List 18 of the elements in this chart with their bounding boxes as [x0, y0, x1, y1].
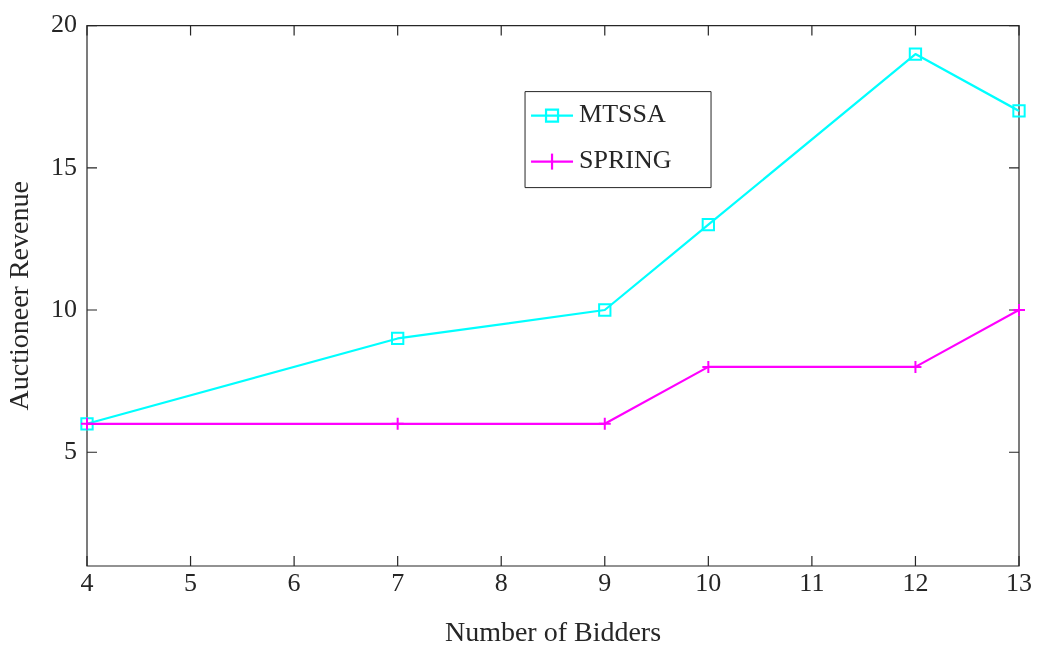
x-tick-label: 9	[598, 568, 612, 598]
legend-label: MTSSA	[579, 99, 666, 129]
y-tick-label: 5	[64, 436, 77, 466]
y-axis-title: Auctioneer Revenue	[3, 181, 35, 411]
x-tick-label: 5	[184, 568, 198, 598]
x-tick-label: 10	[695, 568, 722, 598]
x-tick-label: 8	[494, 568, 508, 598]
legend-label: SPRING	[579, 145, 672, 175]
x-tick-label: 4	[80, 568, 94, 598]
y-tick-label: 20	[51, 9, 77, 39]
y-tick-label: 15	[51, 151, 77, 181]
x-tick-label: 13	[1006, 568, 1032, 598]
x-axis-title: Number of Bidders	[444, 615, 662, 647]
x-tick-label: 11	[799, 568, 825, 598]
y-tick-label: 10	[51, 293, 77, 323]
x-tick-label: 6	[287, 568, 301, 598]
x-tick-label: 12	[902, 568, 929, 598]
x-tick-label: 7	[391, 568, 405, 598]
